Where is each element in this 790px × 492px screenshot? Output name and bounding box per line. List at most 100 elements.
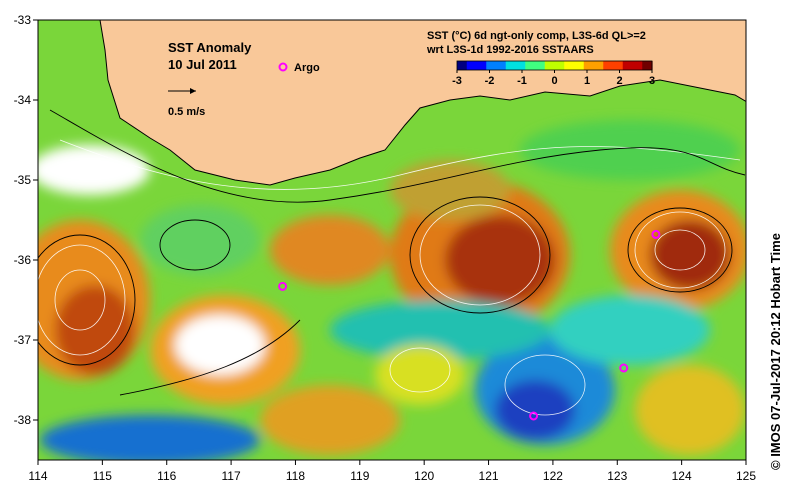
colorbar-cell [596, 61, 601, 70]
colorbar-cell [489, 61, 494, 70]
x-tick-label: 123 [607, 469, 627, 483]
colorbar-cell [606, 61, 611, 70]
velocity-arrow-head [190, 88, 196, 94]
colorbar-cell [551, 61, 556, 70]
y-tick-label: -35 [14, 173, 32, 187]
argo-float-marker [619, 363, 629, 373]
velocity-scale-label: 0.5 m/s [168, 106, 205, 118]
colorbar-tick-label: -2 [485, 75, 495, 87]
colorbar-tick-label: 3 [649, 75, 655, 87]
colorbar-cell [580, 61, 585, 70]
colorbar-tick-label: -1 [517, 75, 527, 87]
colorbar-cell [619, 61, 624, 70]
colorbar-cell [570, 61, 575, 70]
colorbar-cell [561, 61, 565, 70]
colorbar-cell [639, 61, 643, 70]
colorbar-cell [587, 61, 591, 70]
colorbar-cell [499, 61, 504, 70]
ssh-contours [38, 139, 741, 416]
colorbar-cell [609, 61, 614, 70]
y-axis: -33 -34 -35 -36 -37 -38 [14, 13, 38, 427]
colorbar-cell [483, 61, 487, 70]
x-tick-label: 115 [93, 469, 112, 483]
x-tick-label: 114 [28, 469, 47, 483]
colorbar-cell [505, 61, 510, 70]
sst-field [38, 20, 746, 460]
colorbar-cell [528, 61, 533, 70]
argo-legend: Argo [278, 62, 320, 74]
argo-float-marker [651, 229, 661, 239]
colorbar-cell [613, 61, 617, 70]
argo-legend-marker [278, 62, 288, 72]
colorbar-cell [531, 61, 536, 70]
colorbar-cell [473, 61, 478, 70]
colorbar-cell [544, 61, 549, 70]
y-tick-label: -34 [14, 93, 32, 107]
credit-text: © IMOS 07-Jul-2017 20:12 Hobart Time [768, 233, 783, 470]
colorbar-cell [642, 61, 647, 70]
velocity-scale: 0.5 m/s [168, 88, 205, 118]
argo-float-marker [529, 411, 539, 421]
colorbar-cell [460, 61, 465, 70]
y-tick-label: -37 [14, 333, 32, 347]
colorbar-cell [626, 61, 630, 70]
colorbar-cell [554, 61, 559, 70]
colorbar-cell [645, 61, 650, 70]
map-frame [37, 19, 747, 461]
colorbar-cell [518, 61, 523, 70]
colorbar-cell [574, 61, 578, 70]
colorbar-cell [622, 61, 627, 70]
colorbar-cell [538, 61, 543, 70]
y-tick-label: -33 [14, 13, 32, 27]
current-streamlines [38, 109, 746, 396]
x-tick-label: 119 [350, 469, 369, 483]
map-title: SST Anomaly [168, 40, 252, 55]
colorbar-tick-label: 0 [551, 75, 557, 87]
colorbar-cell [629, 61, 634, 70]
x-axis: 114 115 116 117 118 119 120 121 122 123 124 125 [28, 460, 756, 483]
colorbar-cell [476, 61, 481, 70]
argo-legend-label: Argo [294, 62, 320, 74]
x-tick-label: 120 [414, 469, 434, 483]
colorbar-cell [590, 61, 595, 70]
colorbar-tick-label: 2 [616, 75, 622, 87]
colorbar-cell [541, 61, 546, 70]
x-tick-label: 124 [672, 469, 692, 483]
colorbar-cell [496, 61, 500, 70]
x-tick-label: 121 [479, 469, 499, 483]
colorbar-cell [567, 61, 572, 70]
colorbar-cell [457, 61, 461, 70]
colorbar-cell [577, 61, 582, 70]
map-date: 10 Jul 2011 [168, 57, 237, 72]
colorbar-cell [486, 61, 491, 70]
x-tick-label: 118 [286, 469, 305, 483]
y-tick-label: -38 [14, 413, 32, 427]
x-tick-label: 122 [543, 469, 563, 483]
colorbar-cell [583, 61, 588, 70]
colorbar-cell [603, 61, 608, 70]
colorbar-cell [466, 61, 471, 70]
colorbar-cell [512, 61, 517, 70]
x-tick-label: 125 [736, 469, 756, 483]
colorbar-cell [525, 61, 530, 70]
colorbar-cell [635, 61, 640, 70]
colorbar-cell [548, 61, 552, 70]
colorbar-cell [502, 61, 507, 70]
x-tick-label: 117 [222, 469, 241, 483]
colorbar-cell [632, 61, 637, 70]
colorbar-ticks: -3 -2 -1 0 1 2 3 [452, 70, 655, 87]
colorbar-cell [648, 61, 653, 70]
colorbar-cell [515, 61, 520, 70]
colorbar-cell [535, 61, 539, 70]
product-line-1: SST (°C) 6d ngt-only comp, L3S-6d QL>=2 [427, 30, 646, 42]
colorbar-cell [522, 61, 526, 70]
x-tick-label: 116 [157, 469, 176, 483]
product-line-2: wrt L3S-1d 1992-2016 SSTAARS [426, 44, 594, 56]
colorbar-cell [463, 61, 468, 70]
argo-floats [278, 229, 661, 421]
argo-float-marker [278, 281, 288, 291]
colorbar-tick-label: 1 [584, 75, 590, 87]
colorbar [456, 60, 653, 71]
colorbar-cell [593, 61, 598, 70]
